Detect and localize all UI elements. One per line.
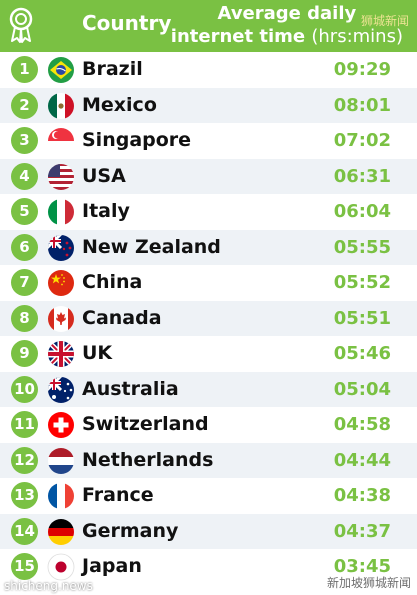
rank-badge: 3 (11, 127, 38, 154)
china-flag-icon (48, 270, 74, 296)
japan-flag-icon (47, 553, 75, 581)
time-value: 04:44 (333, 449, 391, 471)
country-label: Japan (82, 555, 142, 577)
table-row: 3 Singapore 07:02 (0, 123, 417, 158)
rank-badge: 5 (11, 198, 38, 225)
brazil-flag-icon (48, 57, 74, 83)
rank-badge: 8 (11, 304, 38, 332)
ranking-table: 1 Brazil 09:29 2 Mexico 08:01 3 Singapore 07:02 4… (0, 52, 417, 595)
table-row: 10 Australia 05:04 (0, 371, 417, 407)
time-value: 05:04 (333, 378, 391, 400)
time-value: 06:04 (333, 201, 391, 222)
rank-badge: 11 (11, 411, 38, 438)
country-label: Germany (82, 519, 179, 542)
time-header-units: (hrs:mins) (311, 26, 403, 47)
canada-flag-icon (48, 305, 74, 332)
germany-flag-icon (48, 518, 74, 545)
table-row: 9 UK 05:46 (0, 336, 417, 371)
rank-badge: 2 (11, 91, 38, 119)
time-value: 04:38 (333, 485, 391, 506)
rank-badge: 10 (11, 375, 38, 403)
usa-flag-icon (48, 163, 74, 190)
time-column-header: Average daily internet time (hrs:mins) (171, 2, 403, 48)
australia-flag-icon (48, 376, 74, 403)
country-label: Italy (82, 200, 130, 222)
table-row: 6 New Zealand 05:55 (0, 229, 417, 265)
country-label: Switzerland (82, 413, 209, 435)
time-value: 04:58 (333, 414, 391, 435)
rank-badge: 7 (11, 269, 38, 296)
table-row: 15 Japan 03:45 (0, 549, 417, 584)
time-value: 03:45 (333, 556, 391, 577)
rank-badge: 14 (11, 517, 38, 545)
time-value: 09:29 (333, 59, 391, 80)
watermark-bottom-left: shicheng.news (4, 579, 93, 593)
table-row: 13 France 04:38 (0, 478, 417, 513)
watermark-bottom-right: 新加坡狮城新闻 (326, 576, 411, 590)
time-value: 05:52 (333, 272, 391, 293)
table-row: 1 Brazil 09:29 (0, 52, 417, 87)
table-row: 12 Netherlands 04:44 (0, 442, 417, 478)
rank-badge: 15 (11, 553, 38, 580)
rank-badge: 4 (11, 162, 38, 190)
new-zealand-flag-icon (48, 234, 74, 261)
rank-badge: 9 (11, 340, 38, 367)
switzerland-flag-icon (48, 412, 74, 438)
table-row: 2 Mexico 08:01 (0, 87, 417, 123)
uk-flag-icon (48, 341, 74, 367)
rank-badge: 13 (11, 482, 38, 509)
country-label: France (82, 484, 154, 506)
award-ribbon-icon (9, 7, 33, 43)
table-row: 14 Germany 04:37 (0, 513, 417, 549)
country-label: Mexico (82, 93, 157, 116)
mexico-flag-icon (48, 92, 74, 119)
rank-badge: 12 (11, 446, 38, 474)
country-label: Australia (82, 377, 179, 400)
table-header: Country Average daily internet time (hrs… (0, 0, 417, 52)
table-row: 5 Italy 06:04 (0, 194, 417, 229)
country-label: New Zealand (82, 235, 221, 258)
italy-flag-icon (48, 199, 74, 225)
table-row: 4 USA 06:31 (0, 158, 417, 194)
time-value: 05:51 (333, 307, 391, 329)
country-label: China (82, 271, 143, 293)
country-label: Singapore (82, 129, 192, 151)
table-row: 11 Switzerland 04:58 (0, 407, 417, 442)
time-value: 04:37 (333, 520, 391, 542)
country-label: Netherlands (82, 448, 214, 471)
watermark-top: 狮城新闻 (360, 14, 409, 28)
time-value: 07:02 (333, 130, 391, 151)
rank-badge: 1 (11, 56, 38, 83)
france-flag-icon (48, 483, 74, 509)
country-label: UK (82, 342, 113, 364)
time-value: 08:01 (333, 94, 391, 116)
rank-badge: 6 (11, 233, 38, 261)
country-label: Brazil (82, 58, 143, 80)
time-value: 06:31 (333, 165, 391, 187)
country-label: USA (82, 164, 126, 187)
country-label: Canada (82, 306, 162, 329)
table-row: 8 Canada 05:51 (0, 300, 417, 336)
time-value: 05:46 (333, 343, 391, 364)
country-column-header: Country (82, 11, 172, 35)
table-row: 7 China 05:52 (0, 265, 417, 300)
time-value: 05:55 (333, 236, 391, 258)
time-header-line1: Average daily (217, 3, 357, 24)
netherlands-flag-icon (48, 447, 74, 474)
time-header-line2: internet time (170, 26, 306, 47)
singapore-flag-icon (48, 128, 74, 154)
